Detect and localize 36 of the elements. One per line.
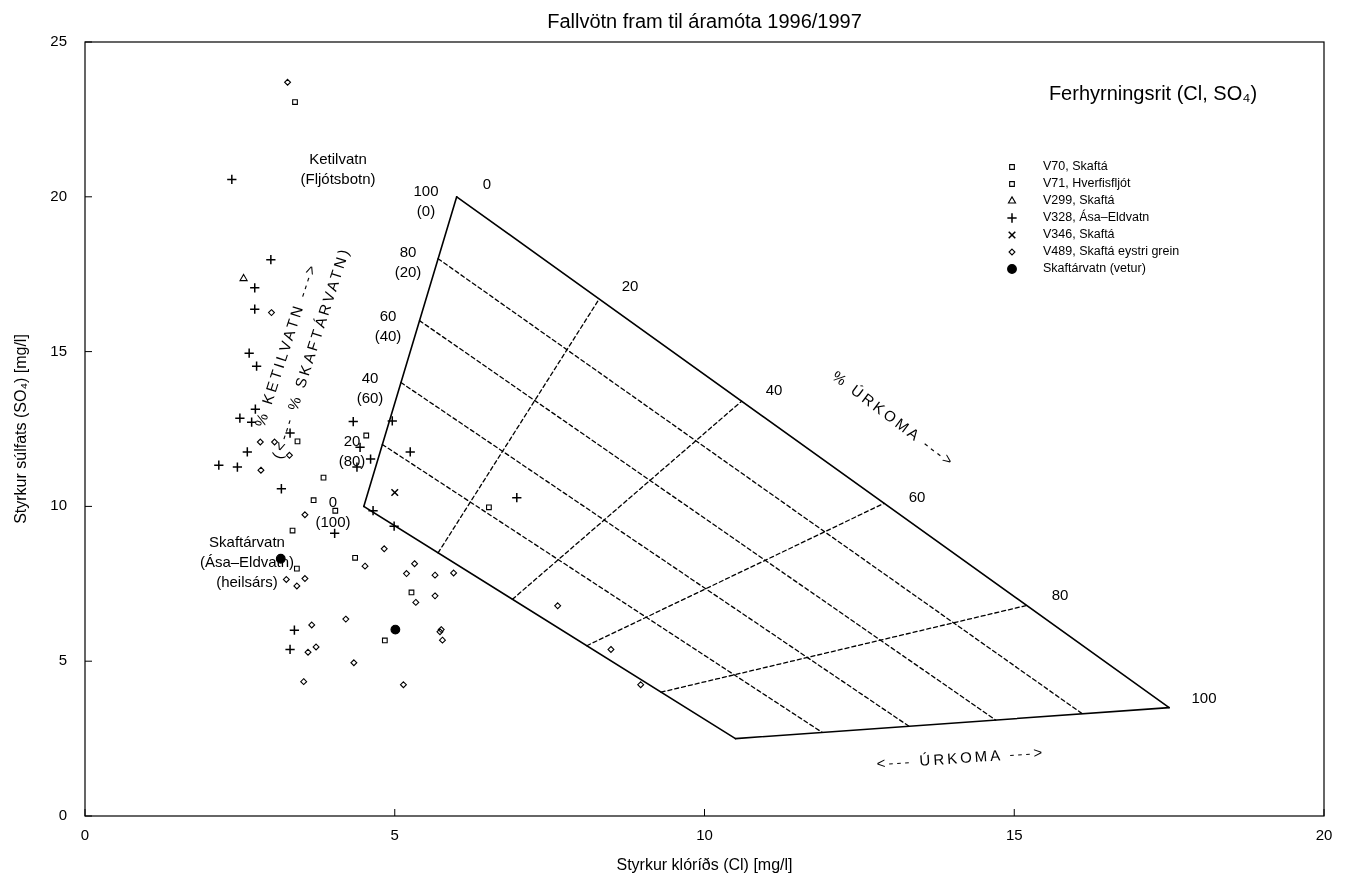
annotation: 0 (100)	[315, 492, 351, 530]
annotation: 40	[765, 380, 783, 398]
annotation: Ketilvatn (Fljótsbotn)	[300, 149, 376, 187]
x-tick-label: 10	[696, 826, 713, 843]
legend-label: V489, Skaftá eystri grein	[1043, 244, 1180, 259]
x-tick-label: 0	[80, 826, 90, 843]
y-tick-label: 20	[50, 186, 67, 204]
legend-label: V299, Skaftá	[1043, 193, 1115, 208]
legend-label: V328, Ása–Eldvatn	[1043, 209, 1150, 225]
annotation: 80	[1051, 585, 1069, 603]
x-tick-label: 15	[1005, 826, 1023, 843]
annotation: 0	[482, 174, 492, 192]
x-tick-label: 20	[1315, 826, 1333, 843]
annotation: 100 (0)	[413, 181, 439, 219]
y-tick-label: 25	[50, 31, 67, 49]
annotation: 60 (40)	[374, 306, 402, 344]
legend-label: Skaftárvatn (vetur)	[1043, 261, 1146, 276]
legend-label: V70, Skaftá	[1043, 159, 1108, 174]
annotation: 20 (80)	[338, 431, 366, 469]
y-axis-title: Styrkur súlfats (SO₄) [mg/l]	[12, 334, 29, 524]
y-tick-label: 0	[58, 805, 67, 823]
legend-title: Ferhyrningsrit (Cl, SO₄)	[1048, 82, 1258, 104]
x-axis-title: Styrkur klóríðs (Cl) [mg/l]	[616, 856, 793, 873]
x-tick-label: 5	[390, 826, 399, 843]
annotation: 80 (20)	[394, 242, 422, 280]
y-tick-label: 5	[58, 651, 67, 669]
annotation: 20	[621, 276, 639, 294]
annotation: <--- ÚRKOMA --->	[876, 743, 1046, 772]
annotation: 60	[908, 487, 926, 505]
y-tick-label: 10	[50, 496, 67, 514]
chart-title: Fallvötn fram til áramóta 1996/1997	[547, 10, 862, 32]
annotation: 100	[1191, 688, 1217, 706]
legend-label: V346, Skaftá	[1043, 227, 1115, 242]
y-tick-label: 15	[50, 341, 67, 359]
annotation: 40 (60)	[356, 368, 384, 406]
legend-label: V71, Hverfisfljót	[1043, 176, 1132, 191]
